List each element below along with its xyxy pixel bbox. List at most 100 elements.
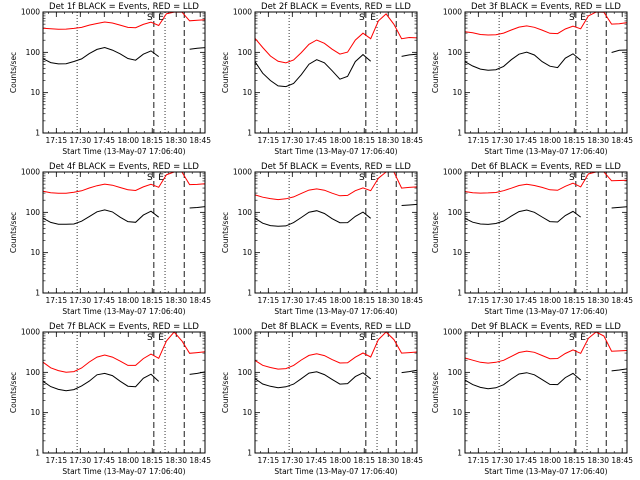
y-axis-label: Counts/sec <box>9 212 18 253</box>
marker-label: E <box>158 333 164 343</box>
series-line <box>464 11 628 36</box>
series-line <box>464 368 628 390</box>
y-tick-label: 1 <box>457 289 462 298</box>
x-tick-label: 17:15 <box>258 136 280 145</box>
y-tick-label: 100 <box>448 208 463 217</box>
marker-label: E <box>370 13 376 23</box>
x-tick-label: 18:45 <box>611 136 633 145</box>
y-axis-label: Counts/sec <box>431 372 440 413</box>
series-line <box>464 206 628 225</box>
panel-title: Det 9f BLACK = Events, RED = LLD <box>471 322 621 332</box>
series-line <box>42 46 206 65</box>
series-line <box>42 331 206 373</box>
x-tick-label: 18:15 <box>563 136 585 145</box>
y-tick-label: 10 <box>30 408 40 417</box>
x-tick-label: 17:45 <box>93 456 115 465</box>
marker-label: S <box>147 333 153 343</box>
y-tick-label: 1 <box>247 129 252 138</box>
y-axis-label: Counts/sec <box>9 372 18 413</box>
x-tick-label: 18:30 <box>587 456 609 465</box>
y-tick-label: 10 <box>242 408 252 417</box>
plot-frame <box>464 331 628 454</box>
y-axis-label: Counts/sec <box>221 212 230 253</box>
y-tick-label: 10 <box>452 408 462 417</box>
x-tick-label: 18:15 <box>141 456 163 465</box>
y-tick-label: 10 <box>242 248 252 257</box>
series-line <box>42 371 206 392</box>
x-tick-label: 17:15 <box>46 136 68 145</box>
x-tick-label: 18:00 <box>117 136 139 145</box>
x-tick-label: 18:45 <box>401 296 423 305</box>
marker-label: S <box>359 13 365 23</box>
panel-1: Det 1f BLACK = Events, RED = LLD Counts/s… <box>9 2 211 156</box>
series-line <box>42 11 206 30</box>
x-tick-label: 17:15 <box>46 456 68 465</box>
x-tick-label: 17:30 <box>281 136 303 145</box>
x-axis-label: Start Time (13-May-07 17:06:40) <box>62 147 185 156</box>
x-tick-label: 18:30 <box>587 136 609 145</box>
marker-label: E <box>158 173 164 183</box>
y-tick-label: 10 <box>452 88 462 97</box>
marker-label: S <box>569 333 575 343</box>
x-tick-label: 18:15 <box>353 456 375 465</box>
panel-title: Det 8f BLACK = Events, RED = LLD <box>261 322 411 332</box>
x-tick-label: 18:15 <box>141 136 163 145</box>
marker-label: E <box>158 13 164 23</box>
y-axis-label: Counts/sec <box>221 372 230 413</box>
series-line <box>464 171 628 194</box>
series-line <box>42 206 206 225</box>
x-tick-label: 18:30 <box>377 136 399 145</box>
marker-label: E <box>580 173 586 183</box>
x-tick-label: 17:30 <box>281 456 303 465</box>
y-tick-label: 10 <box>30 248 40 257</box>
x-tick-label: 17:45 <box>93 136 115 145</box>
x-tick-label: 17:45 <box>515 296 537 305</box>
x-tick-label: 17:15 <box>258 296 280 305</box>
x-tick-label: 18:45 <box>611 296 633 305</box>
y-tick-label: 100 <box>238 208 253 217</box>
x-tick-label: 18:30 <box>587 296 609 305</box>
plot-frame <box>42 11 206 134</box>
y-axis-label: Counts/sec <box>431 52 440 93</box>
x-tick-label: 18:00 <box>117 456 139 465</box>
x-tick-label: 18:45 <box>611 456 633 465</box>
panel-6: Det 6f BLACK = Events, RED = LLD Counts/s… <box>431 162 633 316</box>
x-axis-label: Start Time (13-May-07 17:06:40) <box>484 467 607 476</box>
x-tick-label: 17:45 <box>305 136 327 145</box>
x-tick-label: 17:45 <box>305 456 327 465</box>
y-tick-label: 1000 <box>21 8 40 17</box>
x-tick-label: 17:30 <box>491 456 513 465</box>
x-tick-label: 17:30 <box>69 456 91 465</box>
marker-label: S <box>147 173 153 183</box>
panel-title: Det 5f BLACK = Events, RED = LLD <box>261 162 411 172</box>
y-tick-label: 1000 <box>443 8 462 17</box>
x-tick-label: 17:45 <box>93 296 115 305</box>
y-tick-label: 1 <box>457 129 462 138</box>
series-line <box>254 171 418 201</box>
plot-frame <box>464 11 628 134</box>
x-tick-label: 17:15 <box>468 136 490 145</box>
series-line <box>464 331 628 364</box>
x-tick-label: 18:15 <box>353 296 375 305</box>
x-tick-label: 18:30 <box>377 296 399 305</box>
y-tick-label: 100 <box>26 368 41 377</box>
marker-label: E <box>580 333 586 343</box>
y-axis-label: Counts/sec <box>431 212 440 253</box>
panel-9: Det 9f BLACK = Events, RED = LLD Counts/s… <box>431 322 633 476</box>
x-tick-label: 18:30 <box>165 136 187 145</box>
panel-2: Det 2f BLACK = Events, RED = LLD Counts/s… <box>221 2 423 156</box>
panel-title: Det 6f BLACK = Events, RED = LLD <box>471 162 621 172</box>
y-tick-label: 100 <box>448 368 463 377</box>
marker-label: S <box>359 173 365 183</box>
x-axis-label: Start Time (13-May-07 17:06:40) <box>484 147 607 156</box>
x-tick-label: 17:15 <box>258 456 280 465</box>
x-tick-label: 18:00 <box>539 456 561 465</box>
x-tick-label: 17:30 <box>69 296 91 305</box>
panel-title: Det 2f BLACK = Events, RED = LLD <box>261 2 411 12</box>
marker-label: E <box>370 333 376 343</box>
x-tick-label: 18:00 <box>329 296 351 305</box>
y-tick-label: 1000 <box>233 168 252 177</box>
x-tick-label: 18:45 <box>189 456 211 465</box>
panel-5: Det 5f BLACK = Events, RED = LLD Counts/s… <box>221 162 423 316</box>
